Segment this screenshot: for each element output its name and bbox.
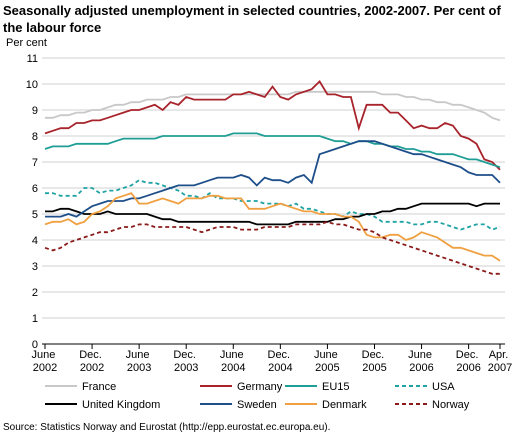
series-line [44, 132, 501, 169]
legend-label: EU15 [322, 381, 350, 393]
x-tick-label: Dec. 2003 [173, 349, 199, 374]
series-line [45, 202, 500, 226]
legend-label: USA [432, 381, 455, 393]
legend-label: Norway [432, 399, 470, 411]
series-line [45, 140, 501, 218]
legend-label: Sweden [237, 399, 277, 411]
y-tick-label: 4 [32, 235, 38, 247]
x-tick-label: Dec. 2004 [268, 349, 294, 374]
y-tick-label: 10 [26, 79, 38, 91]
x-tick-label: June 2004 [220, 349, 247, 374]
legend-label: Germany [237, 381, 283, 393]
y-axis-label: Per cent [6, 37, 47, 49]
y-tick-label: 6 [32, 183, 38, 195]
series-line [44, 192, 501, 262]
series-line [44, 79, 501, 171]
series-line [44, 220, 500, 275]
x-tick-label: June 2006 [408, 349, 435, 374]
legend-label: United Kingdom [82, 399, 160, 411]
y-tick-label: 8 [32, 131, 38, 143]
x-tick-label: Dec. 2006 [456, 349, 482, 374]
x-tick-label: Dec. 2002 [79, 349, 105, 374]
y-tick-label: 1 [32, 313, 38, 325]
source: Source: Statistics Norway and Eurostat (… [3, 422, 330, 433]
y-tick-label: 3 [32, 261, 38, 273]
series-line [45, 90, 501, 122]
y-tick-label: 5 [32, 209, 38, 221]
x-tick-label: Dec. 2005 [362, 349, 388, 374]
legend-label: Denmark [322, 399, 367, 411]
chart-title: Seasonally adjusted unemployment in sele… [3, 3, 501, 35]
y-tick-label: 9 [32, 105, 38, 117]
x-tick-label: June 2002 [32, 349, 59, 374]
x-tick-label: June 2003 [126, 349, 153, 374]
y-tick-label: 7 [32, 157, 38, 169]
x-tick-label: June 2005 [314, 349, 341, 374]
y-tick-label: 2 [32, 287, 38, 299]
y-tick-label: 0 [32, 339, 38, 351]
x-tick-label: Apr. 2007 [488, 349, 512, 374]
y-tick-label: 11 [27, 53, 38, 65]
legend-label: France [82, 381, 116, 393]
